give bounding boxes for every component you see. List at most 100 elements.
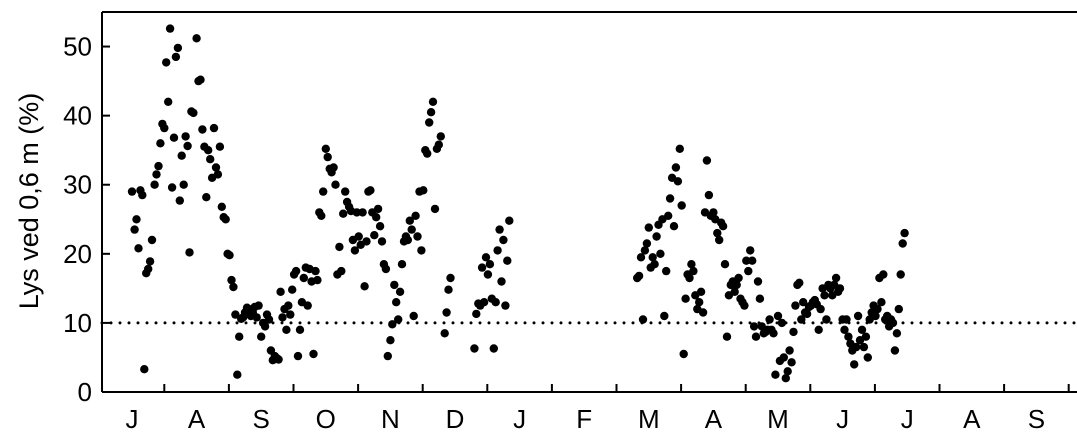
data-point bbox=[470, 344, 479, 353]
data-point bbox=[147, 235, 157, 245]
data-point bbox=[303, 301, 312, 310]
data-point bbox=[217, 202, 226, 211]
x-tick-label: M bbox=[638, 404, 660, 432]
y-tick-label: 10 bbox=[63, 308, 92, 338]
data-point bbox=[753, 277, 763, 286]
data-point bbox=[495, 225, 504, 234]
data-point bbox=[671, 163, 681, 172]
x-tick-label: J bbox=[901, 404, 914, 432]
data-point bbox=[154, 161, 163, 171]
data-point bbox=[211, 163, 221, 172]
data-point bbox=[648, 253, 657, 262]
x-tick-label: J bbox=[126, 404, 139, 432]
data-point bbox=[861, 332, 871, 341]
data-point bbox=[225, 251, 234, 260]
data-point bbox=[127, 187, 137, 196]
data-point bbox=[802, 309, 812, 319]
data-point bbox=[337, 266, 346, 276]
data-point bbox=[276, 287, 285, 296]
data-point bbox=[755, 294, 765, 303]
data-point bbox=[370, 231, 379, 240]
data-point bbox=[169, 133, 179, 142]
x-tick-label: D bbox=[446, 404, 465, 432]
data-point bbox=[720, 260, 730, 269]
data-point bbox=[769, 329, 778, 338]
data-point bbox=[177, 151, 186, 160]
data-point bbox=[689, 266, 698, 276]
x-tick-label: N bbox=[381, 404, 400, 432]
data-point bbox=[426, 108, 436, 117]
data-point bbox=[233, 370, 242, 379]
data-point bbox=[652, 232, 661, 241]
x-tick-label: J bbox=[836, 404, 849, 432]
data-point bbox=[430, 204, 440, 214]
data-point bbox=[331, 180, 340, 189]
y-tick-label: 40 bbox=[63, 101, 92, 131]
data-point bbox=[167, 183, 177, 192]
data-point bbox=[181, 132, 190, 141]
x-tick-label: A bbox=[188, 404, 206, 432]
data-point bbox=[341, 187, 350, 196]
data-point bbox=[419, 186, 428, 195]
data-point bbox=[209, 123, 219, 133]
data-point bbox=[702, 156, 712, 165]
data-point bbox=[375, 222, 385, 231]
data-point bbox=[329, 163, 338, 172]
x-tick-label: A bbox=[705, 404, 723, 432]
data-point bbox=[722, 332, 732, 341]
data-point bbox=[483, 270, 493, 279]
data-point bbox=[366, 186, 375, 195]
data-point bbox=[665, 194, 675, 203]
data-point bbox=[403, 235, 412, 245]
data-point bbox=[264, 315, 274, 324]
x-tick-label: S bbox=[253, 404, 270, 432]
data-point bbox=[634, 271, 644, 281]
data-point bbox=[791, 301, 800, 310]
data-point bbox=[215, 142, 225, 151]
data-point bbox=[715, 235, 724, 245]
data-point bbox=[734, 273, 743, 283]
x-tick-label: M bbox=[767, 404, 789, 432]
data-point bbox=[288, 285, 297, 294]
data-point bbox=[179, 180, 188, 189]
data-point bbox=[278, 313, 287, 322]
data-point bbox=[479, 298, 489, 307]
data-point bbox=[130, 225, 139, 234]
data-point bbox=[773, 311, 783, 321]
data-point bbox=[859, 342, 869, 352]
data-point bbox=[313, 275, 322, 285]
data-point bbox=[892, 329, 902, 338]
data-point bbox=[140, 365, 149, 374]
data-point bbox=[409, 311, 418, 321]
data-point bbox=[183, 141, 192, 151]
data-point bbox=[144, 264, 153, 274]
data-point bbox=[656, 249, 665, 258]
data-point bbox=[877, 298, 886, 307]
data-point bbox=[196, 75, 205, 84]
data-point bbox=[132, 215, 141, 224]
data-point bbox=[358, 208, 367, 217]
data-point bbox=[777, 318, 787, 328]
y-tick-label: 50 bbox=[63, 32, 92, 62]
data-point bbox=[749, 322, 759, 331]
data-point bbox=[638, 315, 648, 324]
x-tick-label: O bbox=[316, 404, 336, 432]
data-point bbox=[501, 301, 510, 310]
data-point bbox=[681, 294, 690, 303]
data-point bbox=[150, 180, 159, 189]
data-point bbox=[669, 222, 679, 231]
data-point bbox=[284, 301, 293, 310]
data-point bbox=[850, 360, 859, 369]
data-point bbox=[852, 342, 861, 352]
data-point bbox=[748, 256, 757, 265]
data-point bbox=[394, 315, 403, 324]
data-point bbox=[440, 329, 449, 338]
data-point bbox=[231, 310, 240, 319]
data-point bbox=[879, 270, 888, 279]
data-point bbox=[390, 280, 399, 290]
data-point bbox=[765, 315, 774, 324]
data-point bbox=[820, 291, 829, 300]
data-point bbox=[477, 263, 487, 272]
data-point bbox=[718, 222, 728, 231]
